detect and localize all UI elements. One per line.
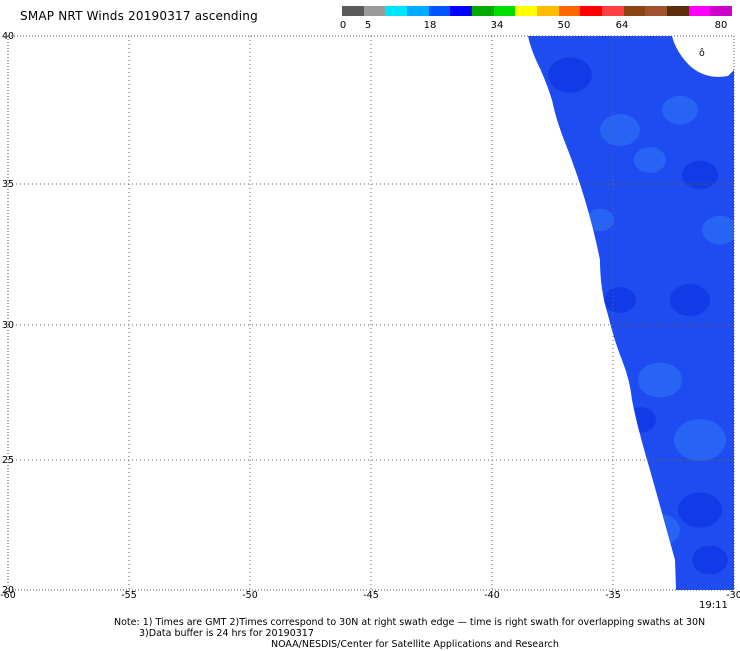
colorbar-segment — [602, 6, 624, 16]
wind-speed-patch — [678, 492, 722, 528]
wind-speed-patch — [624, 407, 656, 433]
colorbar-segment — [558, 6, 581, 16]
wind-speed-patch — [702, 215, 734, 245]
map-grid — [8, 36, 734, 590]
wind-speed-patch — [640, 514, 680, 546]
longitude-tick-label: -40 — [484, 590, 500, 601]
colorbar-label: 0 — [339, 20, 347, 31]
wind-speed-patch — [586, 208, 614, 232]
colorbar-segment — [363, 6, 386, 16]
latitude-tick-label: 40 — [2, 31, 14, 42]
latitude-tick-label: 25 — [2, 455, 14, 466]
land-marker: ô — [699, 48, 705, 59]
latitude-tick-label: 20 — [2, 585, 14, 596]
colorbar-label: 80 — [714, 20, 728, 31]
colorbar-segment — [472, 6, 494, 16]
colorbar-label: 64 — [615, 20, 629, 31]
latitude-tick-label: 30 — [2, 320, 14, 331]
wind-speed-patch — [634, 147, 666, 173]
wind-speed-patch — [604, 287, 636, 313]
colorbar-segment — [710, 6, 733, 16]
latitude-tick-label: 35 — [2, 179, 14, 190]
longitude-tick-label: -45 — [363, 590, 379, 601]
wind-swath — [528, 36, 734, 590]
longitude-tick-label: -50 — [242, 590, 258, 601]
map-title: SMAP NRT Winds 20190317 ascending — [20, 9, 258, 23]
wind-speed-patch — [548, 57, 592, 93]
wind-speed-patch — [692, 545, 728, 575]
colorbar-segment — [342, 6, 364, 16]
colorbar-segment — [450, 6, 473, 16]
wind-speed-patch — [670, 284, 710, 316]
time-label: 19:11 — [699, 600, 728, 611]
colorbar-label: 34 — [490, 20, 504, 31]
colorbar-segment — [515, 6, 538, 16]
colorbar-label: 18 — [423, 20, 437, 31]
colorbar-segment — [407, 6, 429, 16]
wind-speed-patch — [662, 95, 698, 125]
colorbar-segment — [580, 6, 603, 16]
note-line-3: NOAA/NESDIS/Center for Satellite Applica… — [271, 639, 559, 650]
longitude-tick-label: -60 — [0, 590, 16, 601]
colorbar-label: 50 — [557, 20, 571, 31]
colorbar-labels: 0 5 18 34 50 64 80 — [0, 20, 740, 32]
colorbar-segment — [645, 6, 668, 16]
map-frame — [7, 35, 735, 591]
wind-speed-colorbar — [342, 6, 733, 16]
colorbar-segment — [537, 6, 559, 16]
note-line-2: 3)Data buffer is 24 hrs for 20190317 — [139, 628, 314, 639]
frame-border — [7, 35, 735, 591]
wind-speed-patch — [682, 160, 718, 190]
longitude-tick-label: -55 — [121, 590, 137, 601]
wind-speed-patch — [600, 114, 640, 146]
wind-speed-patch — [674, 419, 726, 461]
colorbar-segment — [667, 6, 689, 16]
colorbar-segment — [385, 6, 408, 16]
colorbar-segment — [688, 6, 711, 16]
colorbar-segment — [623, 6, 646, 16]
colorbar-segment — [493, 6, 516, 16]
colorbar-label: 5 — [364, 20, 372, 31]
longitude-tick-label: -35 — [605, 590, 621, 601]
colorbar-segment — [428, 6, 451, 16]
longitude-tick-label: -30 — [726, 590, 740, 601]
wind-speed-patch — [638, 362, 682, 398]
note-line-1: Note: 1) Times are GMT 2)Times correspon… — [114, 617, 706, 628]
